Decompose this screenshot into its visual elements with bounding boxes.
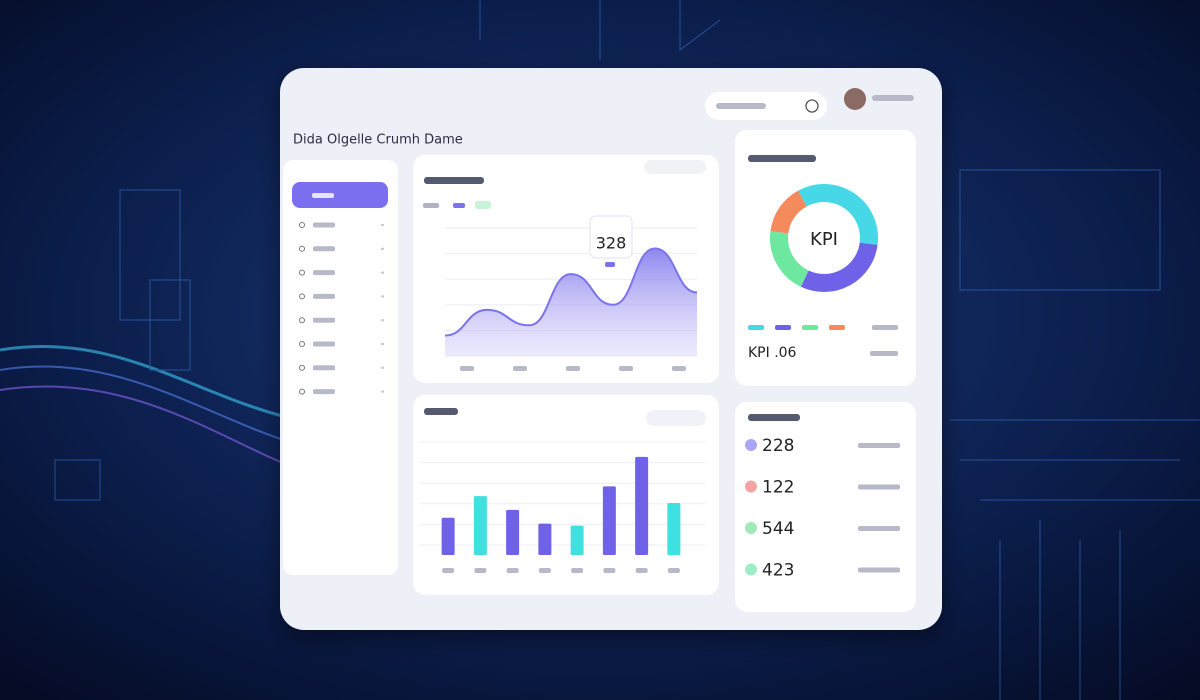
- nav-icon: [299, 222, 305, 228]
- kpi-value: KPI .06: [748, 345, 797, 361]
- stat-caption: [858, 526, 900, 531]
- nav-label: [313, 246, 335, 252]
- nav-label: [313, 365, 335, 371]
- bar: [667, 503, 681, 555]
- tooltip-value: 328: [596, 234, 627, 253]
- x-tick-placeholder: [571, 568, 584, 573]
- bar: [538, 523, 552, 555]
- card-heading: [748, 414, 800, 421]
- nav-arrow: [381, 271, 384, 274]
- tooltip-pointer: [605, 262, 615, 267]
- legend-swatch: [453, 203, 465, 208]
- bar: [441, 517, 455, 555]
- nav-label: [313, 270, 335, 276]
- sidebar: [283, 160, 398, 575]
- card-heading: [424, 177, 484, 184]
- x-tick-placeholder: [635, 568, 648, 573]
- search-icon[interactable]: [805, 99, 819, 113]
- filter-pill[interactable]: [644, 160, 706, 174]
- user-name: [872, 95, 914, 101]
- x-tick-placeholder: [667, 568, 680, 573]
- card-heading: [424, 408, 458, 415]
- nav-icon: [299, 388, 305, 395]
- donut-center: KPI: [810, 229, 838, 250]
- nav-arrow: [381, 366, 384, 369]
- legend-swatch: [475, 201, 491, 209]
- line: [444, 247, 698, 337]
- stat-value: 228: [762, 436, 794, 456]
- stat-dot: [745, 439, 757, 451]
- stat-value: 544: [762, 519, 794, 539]
- x-tick-placeholder: [474, 568, 487, 573]
- stat-value: 423: [762, 561, 794, 581]
- bar: [506, 509, 520, 555]
- nav-arrow: [381, 319, 384, 322]
- x-tick-placeholder: [513, 366, 527, 371]
- nav-icon: [299, 364, 305, 371]
- donut-card: [735, 130, 916, 386]
- nav-label: [313, 222, 335, 228]
- x-tick-placeholder: [672, 366, 686, 371]
- avatar[interactable]: [844, 88, 866, 110]
- nav-icon: [299, 293, 305, 300]
- x-tick-placeholder: [460, 366, 474, 371]
- search-placeholder: [716, 103, 766, 109]
- nav-icon: [299, 317, 305, 324]
- stat-caption: [858, 443, 900, 448]
- filter-pill[interactable]: [646, 410, 706, 426]
- kpi-caption: [870, 351, 898, 356]
- donut-segment: [770, 231, 809, 287]
- nav-label: [313, 389, 335, 395]
- nav-arrow: [381, 343, 384, 345]
- donut-segment: [798, 184, 878, 245]
- x-tick-placeholder: [603, 568, 616, 573]
- nav-arrow: [381, 247, 384, 250]
- legend-swatch: [775, 325, 791, 330]
- nav-icon: [299, 341, 305, 347]
- nav-arrow: [381, 390, 384, 393]
- x-tick-placeholder: [442, 568, 455, 573]
- stat-caption: [858, 567, 900, 573]
- x-tick-placeholder: [619, 366, 633, 371]
- stat-dot: [745, 563, 757, 576]
- stat-value: 122: [762, 478, 794, 498]
- stat-caption: [858, 484, 900, 490]
- area: [445, 248, 697, 356]
- x-tick-placeholder: [506, 568, 519, 573]
- nav-arrow: [381, 295, 384, 298]
- stat-dot: [745, 522, 757, 534]
- legend-placeholder: [423, 203, 439, 208]
- nav-label: [313, 341, 335, 347]
- bar: [570, 525, 584, 555]
- dashboard-title: Dida Olgelle Crumh Dame: [293, 133, 463, 148]
- legend-swatch: [829, 325, 845, 330]
- card-heading: [748, 155, 816, 162]
- tooltip: [589, 215, 633, 259]
- stat-dot: [745, 480, 757, 493]
- legend-caption: [872, 325, 898, 330]
- nav-label: [312, 193, 334, 198]
- nav-item-active[interactable]: [292, 182, 388, 208]
- legend-swatch: [748, 325, 764, 330]
- legend-swatch: [802, 325, 818, 330]
- nav-icon: [299, 269, 305, 276]
- nav-icon: [299, 245, 305, 252]
- bar: [635, 456, 649, 555]
- nav-arrow: [381, 224, 384, 226]
- stats-card: [735, 402, 916, 612]
- nav-label: [313, 293, 335, 299]
- nav-label: [313, 317, 335, 323]
- bar: [473, 496, 487, 555]
- x-tick-placeholder: [566, 366, 580, 371]
- donut-segment: [770, 190, 808, 234]
- donut-segment: [800, 242, 878, 292]
- x-tick-placeholder: [538, 568, 551, 573]
- bar: [602, 486, 616, 555]
